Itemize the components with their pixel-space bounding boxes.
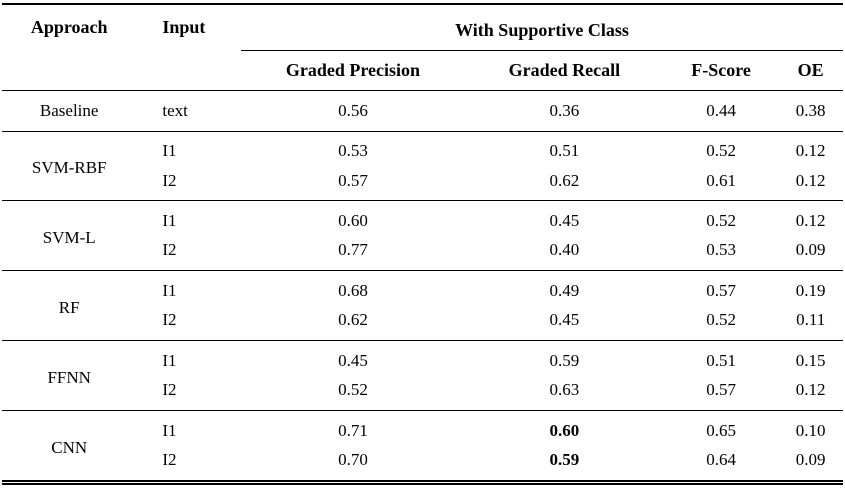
input-cell: I2	[162, 310, 177, 330]
table-row: I2 0.70 0.59 0.64 0.09	[2, 445, 843, 482]
input-cell: text	[136, 89, 241, 132]
metric-cell: 0.63	[549, 380, 580, 400]
metric-cell: 0.12	[778, 130, 843, 166]
metric-cell: 0.09	[795, 450, 826, 470]
metric-cell: 0.71	[240, 409, 465, 446]
metric-cell: 0.65	[663, 409, 779, 446]
table-row: FFNN I1 0.45 0.59 0.51 0.15	[2, 340, 843, 411]
metric-cell: 0.59	[549, 450, 580, 470]
table-row: SVM-L I1 0.60 0.45 0.52 0.12	[2, 200, 843, 271]
metric-cell: 0.53	[706, 240, 736, 260]
group-header-with-supportive-class: With Supportive Class	[240, 4, 843, 51]
input-cell: I1	[136, 130, 241, 166]
metric-cell: 0.10	[778, 409, 843, 446]
table-row: RF I1 0.68 0.49 0.57 0.19	[2, 270, 843, 341]
input-cell: I1	[136, 200, 241, 236]
metric-cell: 0.62	[338, 310, 368, 330]
metric-cell: 0.45	[464, 200, 664, 236]
metric-cell: 0.52	[663, 200, 779, 236]
col-header-f-score: F-Score	[663, 50, 779, 91]
metric-cell: 0.51	[663, 340, 779, 376]
metric-cell: 0.60	[464, 409, 664, 446]
table-header: Approach Input With Supportive Class Gra…	[2, 4, 843, 91]
metric-cell: 0.59	[464, 340, 664, 376]
metric-cell: 0.49	[464, 270, 664, 306]
metric-cell: 0.56	[240, 89, 465, 132]
metric-cell: 0.12	[778, 200, 843, 236]
metric-cell: 0.52	[663, 130, 779, 166]
metric-cell: 0.52	[706, 310, 736, 330]
col-header-graded-recall: Graded Recall	[464, 50, 664, 91]
table-row: I2 0.52 0.63 0.57 0.12	[2, 375, 843, 410]
metric-cell: 0.45	[240, 340, 465, 376]
metric-cell: 0.11	[796, 310, 826, 330]
table-row: I2 0.57 0.62 0.61 0.12	[2, 166, 843, 201]
metric-cell: 0.40	[549, 240, 580, 260]
metric-cell: 0.77	[338, 240, 368, 260]
table-row: I2 0.62 0.45 0.52 0.11	[2, 306, 843, 341]
metric-cell: 0.09	[795, 240, 826, 260]
metric-cell: 0.45	[549, 310, 580, 330]
results-table: Approach Input With Supportive Class Gra…	[2, 3, 843, 485]
input-cell: I2	[162, 170, 177, 190]
table-row: CNN I1 0.71 0.60 0.65 0.10	[2, 409, 843, 483]
approach-cell: CNN	[2, 409, 137, 483]
metric-cell: 0.19	[778, 270, 843, 306]
metric-cell: 0.60	[240, 200, 465, 236]
col-header-graded-precision: Graded Precision	[240, 50, 465, 91]
approach-cell: Baseline	[2, 89, 137, 132]
metric-cell: 0.53	[240, 130, 465, 166]
metric-cell: 0.44	[663, 89, 779, 132]
col-header-input: Input	[136, 4, 241, 91]
metric-cell: 0.38	[778, 89, 843, 132]
input-cell: I2	[162, 450, 177, 470]
input-cell: I2	[162, 380, 177, 400]
metric-cell: 0.70	[338, 450, 368, 470]
approach-cell: SVM-L	[2, 200, 137, 271]
metric-cell: 0.12	[795, 380, 826, 400]
col-header-oe: OE	[778, 50, 843, 91]
metric-cell: 0.51	[464, 130, 664, 166]
metric-cell: 0.12	[795, 170, 826, 190]
metric-cell: 0.57	[706, 380, 736, 400]
input-cell: I1	[136, 270, 241, 306]
metric-cell: 0.61	[706, 170, 736, 190]
metric-cell: 0.15	[778, 340, 843, 376]
input-cell: I1	[136, 340, 241, 376]
table-body: Baseline text 0.56 0.36 0.44 0.38 SVM-RB…	[2, 89, 843, 483]
metric-cell: 0.36	[464, 89, 664, 132]
metric-cell: 0.62	[549, 170, 580, 190]
input-cell: I1	[136, 409, 241, 446]
approach-cell: SVM-RBF	[2, 130, 137, 201]
table-row: I2 0.77 0.40 0.53 0.09	[2, 236, 843, 271]
input-cell: I2	[162, 240, 177, 260]
metric-cell: 0.57	[338, 170, 368, 190]
table-row: Baseline text 0.56 0.36 0.44 0.38	[2, 89, 843, 132]
header-row-group: Approach Input With Supportive Class	[2, 4, 843, 91]
metric-cell: 0.64	[706, 450, 736, 470]
table-row: SVM-RBF I1 0.53 0.51 0.52 0.12	[2, 130, 843, 201]
approach-cell: FFNN	[2, 340, 137, 411]
metric-cell: 0.68	[240, 270, 465, 306]
metric-cell: 0.57	[663, 270, 779, 306]
metric-cell: 0.52	[338, 380, 368, 400]
col-header-approach: Approach	[2, 4, 137, 91]
approach-cell: RF	[2, 270, 137, 341]
